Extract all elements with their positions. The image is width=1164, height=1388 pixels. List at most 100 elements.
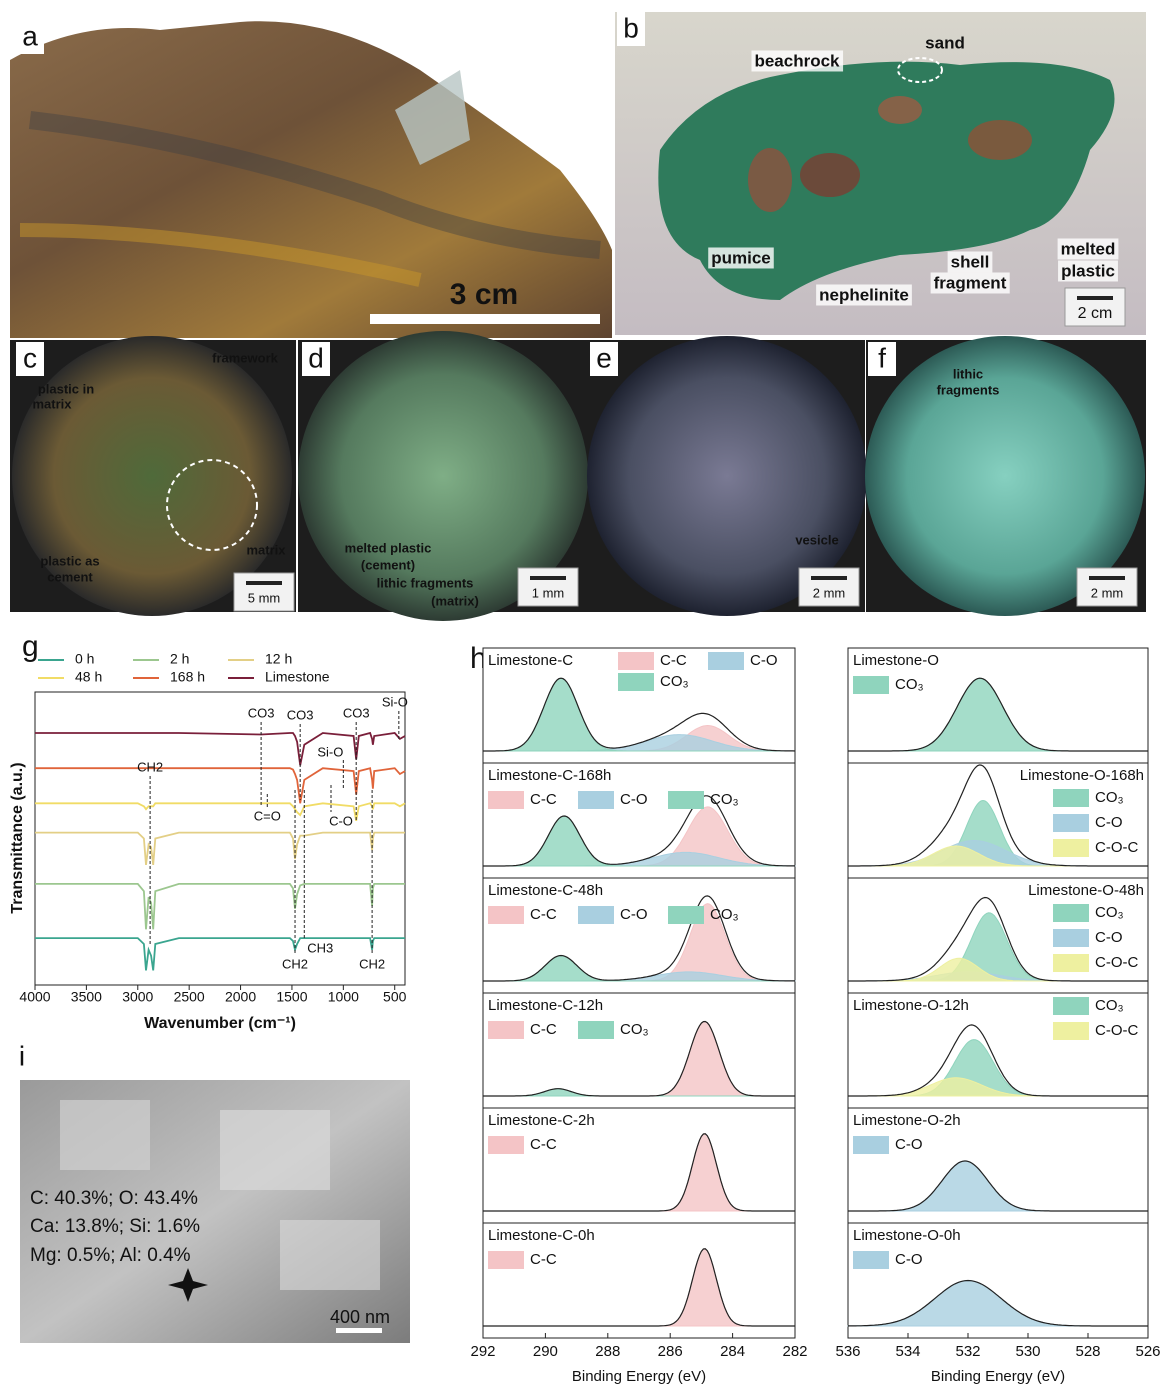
- annotation: lithic: [953, 366, 983, 381]
- scale-bar: [370, 314, 600, 324]
- clast: [968, 120, 1032, 160]
- x-tick-label: 3000: [122, 989, 153, 1005]
- annotation: plastic: [1061, 261, 1115, 280]
- panel-title: Limestone-C-12h: [488, 997, 603, 1014]
- legend-label: C-O: [895, 1251, 923, 1268]
- annotation: melted plastic: [345, 540, 432, 555]
- legend-swatch: [1053, 929, 1089, 947]
- annotation: (cement): [361, 557, 415, 572]
- annotation: C=O: [254, 808, 281, 823]
- legend-swatch: [1053, 814, 1089, 832]
- legend-label: C-O-C: [1095, 1022, 1138, 1039]
- series-line: [35, 768, 405, 803]
- legend-swatch: [1053, 789, 1089, 807]
- legend-label: 168 h: [170, 669, 205, 685]
- x-tick-label: 282: [782, 1343, 807, 1360]
- x-tick-label: 290: [533, 1343, 558, 1360]
- panel-title: Limestone-O-0h: [853, 1227, 961, 1244]
- legend-swatch: [488, 791, 524, 809]
- annotation: C-O: [329, 813, 353, 828]
- legend-label: C-O: [1095, 929, 1123, 946]
- panel-title: Limestone-O-12h: [853, 997, 969, 1014]
- legend-swatch: [1053, 839, 1089, 857]
- annotation: pumice: [711, 248, 771, 267]
- legend-label: CO₃: [660, 673, 689, 690]
- x-tick-label: 530: [1015, 1343, 1040, 1360]
- legend-swatch: [668, 906, 704, 924]
- clast: [800, 153, 860, 197]
- annotation: framework: [212, 350, 279, 365]
- legend-swatch: [618, 673, 654, 691]
- legend-label: CO₃: [1095, 904, 1124, 921]
- legend-label: 48 h: [75, 669, 102, 685]
- annotation: sand: [925, 33, 965, 52]
- legend-label: Limestone: [265, 669, 330, 685]
- annotation: fragment: [934, 273, 1007, 292]
- annotation: CO3: [343, 705, 370, 720]
- x-tick-label: 2500: [174, 989, 205, 1005]
- panel-title: Limestone-C-48h: [488, 882, 603, 899]
- legend-swatch: [488, 906, 524, 924]
- annotation: CH2: [137, 759, 163, 774]
- legend-swatch: [1053, 904, 1089, 922]
- sem-grain: [280, 1220, 380, 1290]
- annotation: shell: [951, 252, 990, 271]
- legend-swatch: [618, 652, 654, 670]
- legend-swatch: [488, 1136, 524, 1154]
- annotation: Si-O: [317, 744, 343, 759]
- scale-label: 1 mm: [532, 585, 565, 600]
- annotation: CH2: [282, 956, 308, 971]
- legend-label: C-C: [530, 791, 557, 808]
- x-tick-label: 500: [383, 989, 407, 1005]
- legend-label: 0 h: [75, 651, 94, 667]
- x-tick-label: 528: [1075, 1343, 1100, 1360]
- annotation: plastic in: [38, 381, 94, 396]
- panel-label: g: [22, 630, 39, 663]
- legend-swatch: [853, 676, 889, 694]
- legend-swatch: [578, 906, 614, 924]
- legend-swatch: [1053, 1022, 1089, 1040]
- x-axis-label: Binding Energy (eV): [572, 1368, 706, 1385]
- legend-label: C-C: [530, 1136, 557, 1153]
- legend-label: C-O: [620, 906, 648, 923]
- x-tick-label: 284: [720, 1343, 745, 1360]
- annotation: CH3: [307, 940, 333, 955]
- panel-title: Limestone-C: [488, 652, 573, 669]
- x-tick-label: 3500: [71, 989, 102, 1005]
- legend-label: C-O-C: [1095, 839, 1138, 856]
- x-tick-label: 526: [1135, 1343, 1160, 1360]
- scale-label: 2 mm: [813, 585, 846, 600]
- legend-swatch: [578, 1021, 614, 1039]
- panel-title: Limestone-C-168h: [488, 767, 611, 784]
- series-line: [35, 938, 405, 970]
- scale-bar: [336, 1328, 382, 1333]
- legend-label: C-O: [620, 791, 648, 808]
- legend-swatch: [488, 1021, 524, 1039]
- clast: [878, 96, 922, 124]
- x-tick-label: 2000: [225, 989, 256, 1005]
- panel-title: Limestone-O-48h: [1028, 882, 1144, 899]
- annotation: CH2: [359, 956, 385, 971]
- legend-swatch: [578, 791, 614, 809]
- legend-swatch: [1053, 954, 1089, 972]
- legend-label: C-C: [660, 652, 687, 669]
- legend-label: CO₃: [1095, 789, 1124, 806]
- x-tick-label: 1500: [276, 989, 307, 1005]
- legend-label: CO₃: [1095, 997, 1124, 1014]
- x-tick-label: 292: [470, 1343, 495, 1360]
- panel-label: c: [23, 342, 37, 373]
- scale-label: 3 cm: [450, 278, 518, 311]
- legend-swatch: [853, 1136, 889, 1154]
- panel-label: a: [22, 20, 38, 51]
- x-tick-label: 286: [658, 1343, 683, 1360]
- panel-title: Limestone-C-2h: [488, 1112, 595, 1129]
- annotation: vesicle: [795, 532, 838, 547]
- annotation: CO3: [287, 707, 314, 722]
- legend-label: CO₃: [620, 1021, 649, 1038]
- legend-label: CO₃: [710, 791, 739, 808]
- legend-label: 12 h: [265, 651, 292, 667]
- legend-swatch: [853, 1251, 889, 1269]
- composition-text: C: 40.3%; O: 43.4%: [30, 1188, 198, 1209]
- sem-grain: [220, 1110, 330, 1190]
- x-axis-label: Binding Energy (eV): [931, 1368, 1065, 1385]
